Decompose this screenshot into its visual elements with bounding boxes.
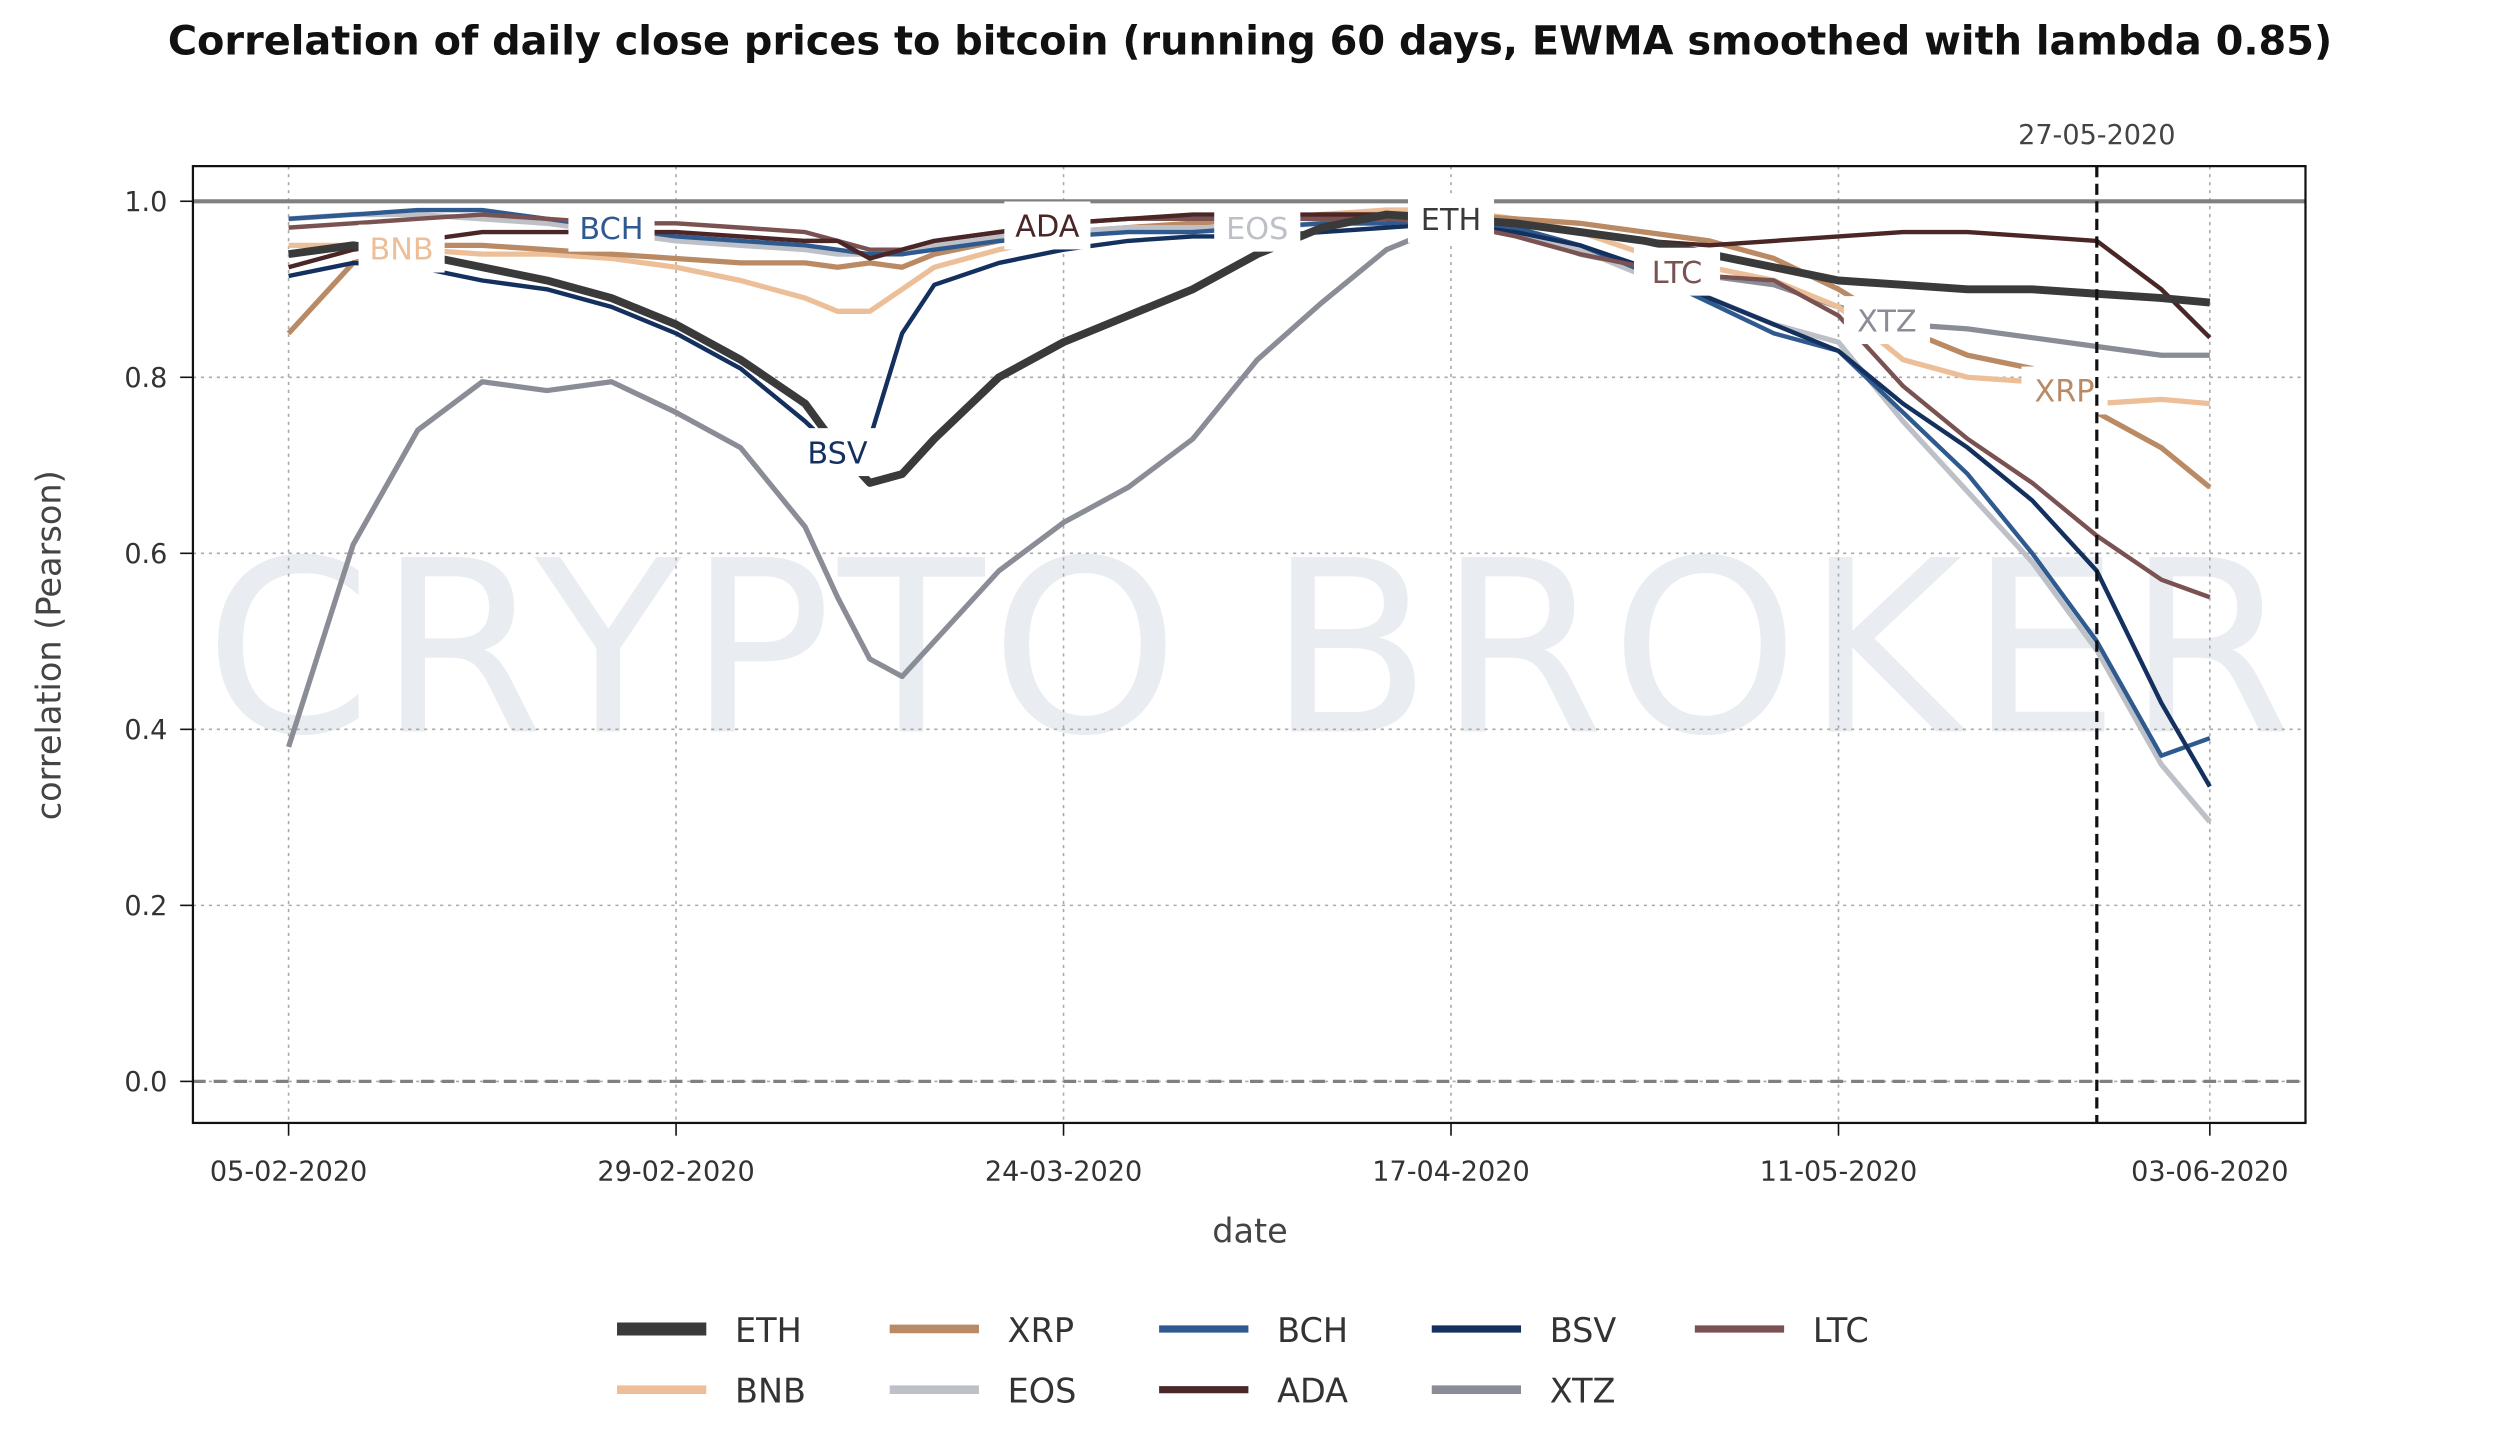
inline-label-bch: BCH — [568, 203, 655, 252]
x-tick-label-5: 03-06-2020 — [2131, 1156, 2288, 1187]
inline-label-bg — [358, 224, 445, 273]
legend-label: XTZ — [1550, 1371, 1616, 1410]
inline-label-xrp: XRP — [2021, 366, 2108, 415]
watermark: CRYPTO BROKER — [205, 510, 2299, 788]
inline-label-bg — [1214, 203, 1301, 252]
legend-label: ETH — [735, 1311, 802, 1350]
inline-label-bg — [794, 428, 881, 477]
y-axis-label: correlation (Pearson) — [30, 470, 69, 820]
legend-label: BCH — [1277, 1311, 1348, 1350]
legend: ETH XRP BCH BSV LTC BNB EOS ADA XTZ — [617, 1311, 1869, 1410]
legend-item-bch: BCH — [1159, 1311, 1348, 1350]
legend-item-xtz: XTZ — [1431, 1371, 1616, 1410]
inline-label-text: LTC — [1652, 256, 1703, 291]
inline-label-text: XRP — [2034, 375, 2094, 410]
inline-label-ltc: LTC — [1633, 247, 1721, 296]
inline-label-ada: ADA — [1004, 201, 1091, 250]
inline-label-bg — [1633, 247, 1721, 296]
legend-item-bnb: BNB — [617, 1371, 806, 1410]
x-tick-label-1: 29-02-2020 — [597, 1156, 754, 1187]
inline-label-bg — [2021, 366, 2108, 415]
legend-item-ltc: LTC — [1694, 1311, 1869, 1350]
inline-label-bg — [1843, 296, 1930, 345]
inline-label-text: ETH — [1421, 203, 1481, 238]
inline-label-xtz: XTZ — [1843, 296, 1930, 345]
y-tick-label-5: 1.0 — [124, 187, 167, 218]
y-tick-label-4: 0.8 — [124, 363, 167, 394]
legend-label: BNB — [735, 1371, 806, 1410]
x-tick-label-0: 05-02-2020 — [210, 1156, 367, 1187]
inline-label-eos: EOS — [1214, 203, 1301, 252]
inline-label-bsv: BSV — [794, 428, 881, 477]
inline-label-eth: ETH — [1407, 194, 1495, 243]
inline-label-bg — [1004, 201, 1091, 250]
legend-item-ada: ADA — [1159, 1371, 1348, 1410]
legend-label: BSV — [1550, 1311, 1617, 1350]
vertical-marker: 27-05-2020 — [2018, 120, 2176, 1123]
inline-label-text: ADA — [1015, 210, 1079, 245]
legend-label: LTC — [1813, 1311, 1869, 1350]
inline-label-text: EOS — [1226, 212, 1288, 247]
x-tick-label-2: 24-03-2020 — [985, 1156, 1142, 1187]
inline-label-text: BSV — [807, 436, 867, 471]
legend-item-eos: EOS — [889, 1371, 1077, 1410]
legend-label: ADA — [1277, 1371, 1348, 1410]
inline-label-bg — [1407, 194, 1495, 243]
vertical-marker-label: 27-05-2020 — [2018, 120, 2175, 151]
legend-label: XRP — [1008, 1311, 1074, 1350]
x-tick-label-4: 11-05-2020 — [1760, 1156, 1917, 1187]
y-tick-label-1: 0.2 — [124, 891, 167, 922]
x-axis-label: date — [1212, 1212, 1287, 1251]
x-tick-label-3: 17-04-2020 — [1372, 1156, 1529, 1187]
legend-label: EOS — [1008, 1371, 1077, 1410]
y-axis-ticks: 0.0 0.2 0.4 0.6 0.8 1.0 — [124, 187, 193, 1098]
y-tick-label-2: 0.4 — [124, 715, 167, 746]
plot-frame — [191, 165, 2307, 1125]
reference-lines — [192, 199, 2306, 1083]
legend-item-xrp: XRP — [889, 1311, 1074, 1350]
y-tick-label-0: 0.0 — [124, 1067, 167, 1098]
x-axis-ticks: 05-02-2020 29-02-2020 24-03-2020 17-04-2020… — [210, 1122, 2289, 1187]
inline-label-bg — [568, 203, 655, 252]
inline-labels: ETH XRP BCH BSV LTC BNB EOS ADA XTZ — [358, 194, 2108, 477]
series-line-eth — [288, 210, 2211, 487]
legend-item-eth: ETH — [617, 1311, 802, 1350]
series-line-bsv — [288, 221, 2212, 788]
inline-label-bnb: BNB — [358, 224, 445, 273]
legend-item-bsv: BSV — [1431, 1311, 1617, 1350]
chart-title: Correlation of daily close prices to bit… — [168, 18, 2332, 64]
inline-label-text: BNB — [369, 233, 433, 268]
inline-label-text: XTZ — [1857, 304, 1916, 339]
y-tick-label-3: 0.6 — [124, 539, 167, 570]
inline-label-text: BCH — [579, 212, 643, 247]
